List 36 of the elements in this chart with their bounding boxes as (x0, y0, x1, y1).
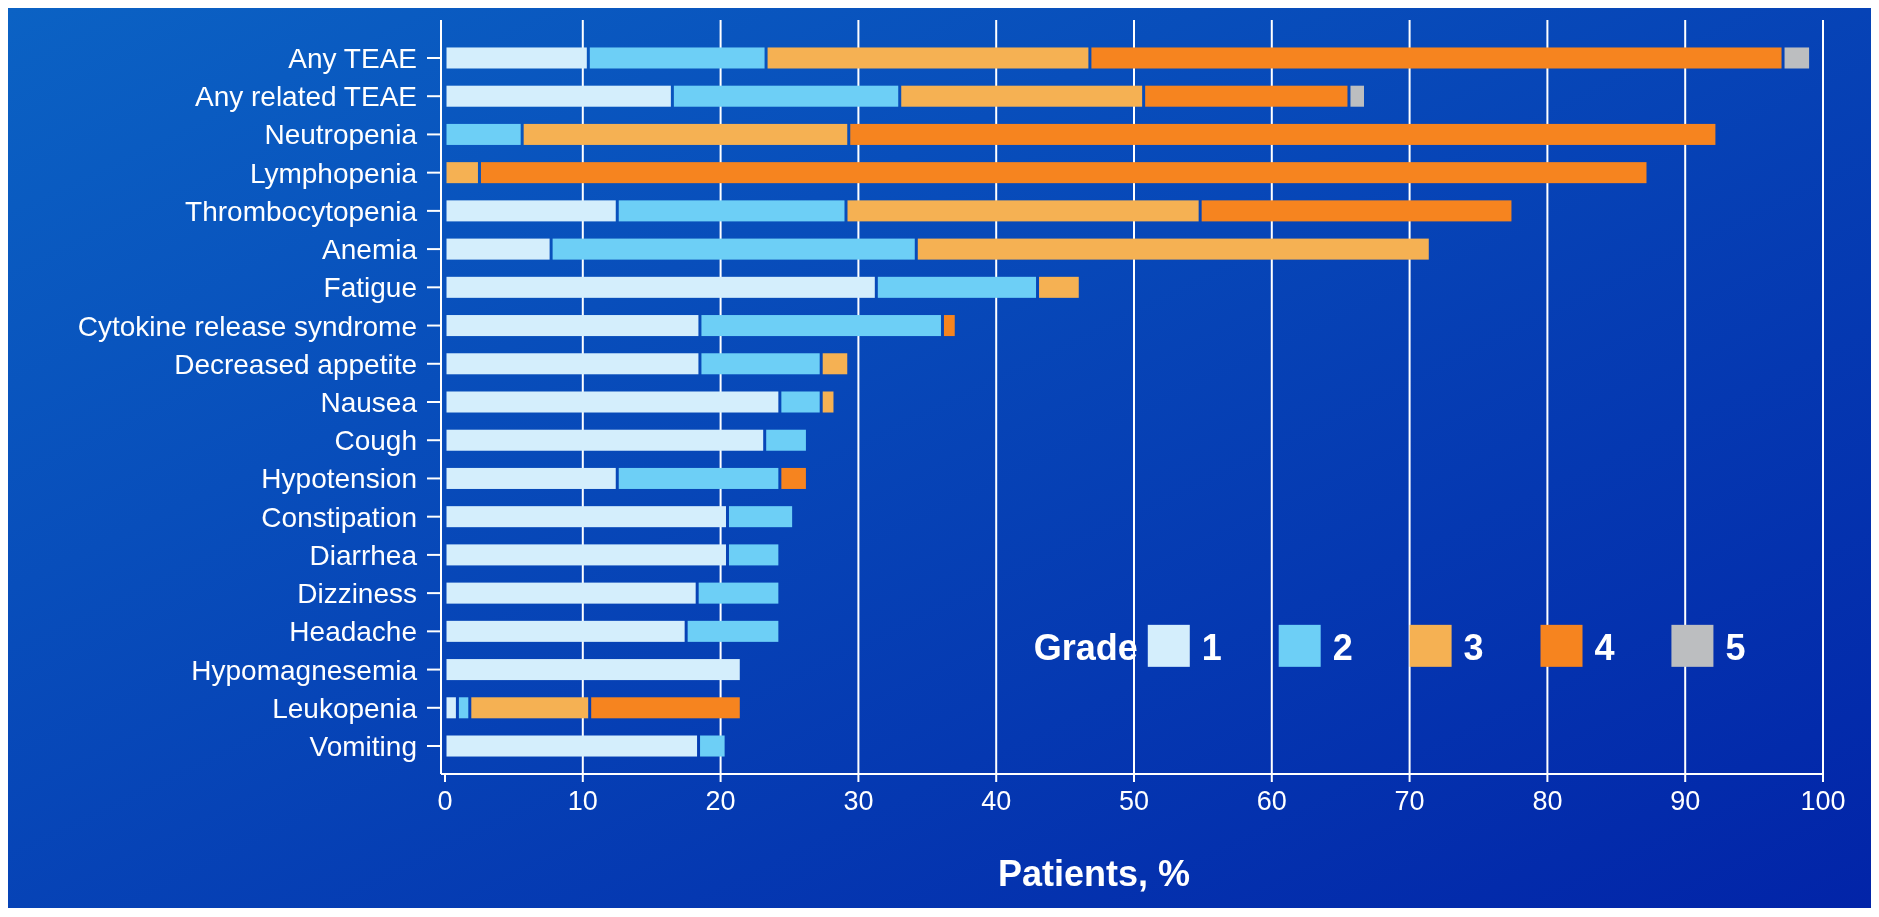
x-tick-label: 40 (981, 786, 1012, 816)
x-tick-label: 70 (1394, 786, 1425, 816)
y-tick-label: Any related TEAE (194, 81, 417, 113)
y-tick-label: Constipation (261, 501, 417, 533)
y-tick-label: Any TEAE (288, 42, 417, 74)
x-tick-label: 100 (1800, 786, 1846, 816)
y-tick-label: Anemia (322, 234, 418, 266)
legend-label: 1 (1201, 626, 1222, 668)
y-tick-label: Decreased appetite (174, 348, 417, 380)
x-tick-label: 60 (1256, 786, 1287, 816)
x-tick-label: 90 (1670, 786, 1701, 816)
legend-label: 2 (1332, 626, 1353, 668)
y-tick-label: Cytokine release syndrome (77, 310, 417, 342)
y-tick-label: Headache (289, 616, 417, 648)
legend-label: 3 (1463, 626, 1484, 668)
y-tick-label: Neutropenia (264, 119, 418, 151)
x-axis-title: Patients, % (997, 853, 1191, 894)
x-tick-label: 50 (1118, 786, 1150, 816)
y-tick-label: Lymphopenia (249, 157, 418, 189)
y-tick-label: Diarrhea (309, 539, 418, 571)
y-tick-label: Fatigue (323, 272, 417, 304)
y-tick-label: Cough (334, 425, 417, 457)
y-tick-label: Nausea (320, 387, 418, 418)
y-tick-label: Leukopenia (272, 692, 418, 724)
x-tick-label: 10 (567, 786, 598, 816)
legend-label: 4 (1594, 626, 1615, 668)
x-tick-label: 0 (437, 786, 453, 816)
legend-label: 5 (1725, 626, 1746, 668)
x-tick-label: 20 (705, 786, 736, 816)
y-tick-label: Dizziness (297, 578, 417, 610)
y-tick-label: Vomiting (309, 731, 417, 763)
x-tick-label: 80 (1532, 786, 1563, 816)
x-tick-label: 30 (843, 786, 874, 816)
y-tick-label: Hypotension (261, 463, 417, 495)
y-tick-label: Hypomagnesemia (191, 654, 418, 686)
y-tick-label: Thrombocytopenia (185, 195, 418, 227)
